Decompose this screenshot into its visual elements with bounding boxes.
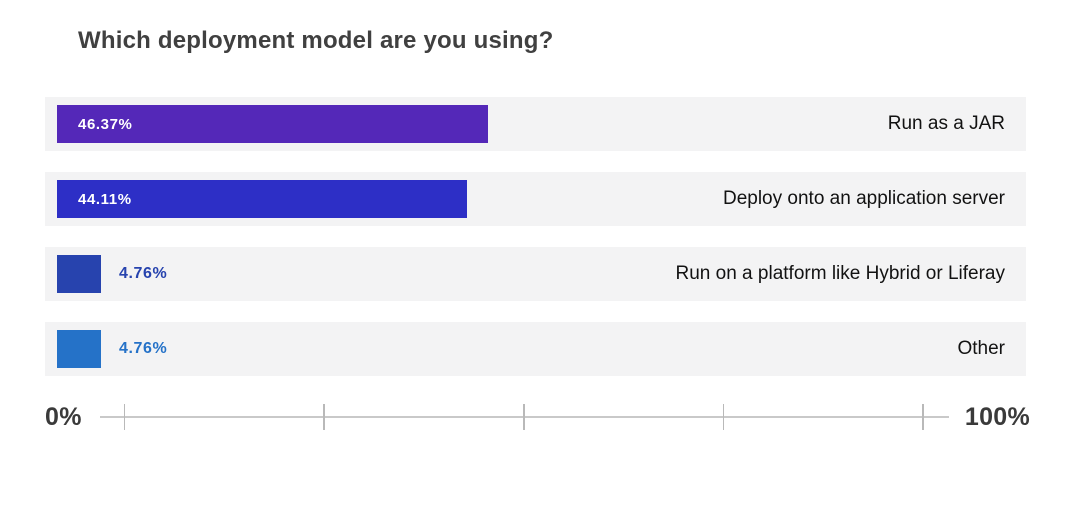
bar: 44.11% [57, 180, 467, 218]
value-label: 44.11% [78, 190, 132, 208]
bar-chart: 46.37% Run as a JAR 44.11% Deploy onto an a… [45, 97, 1026, 397]
axis-tick [922, 404, 924, 430]
bar [57, 330, 101, 368]
chart-row: 4.76% Other [45, 322, 1026, 376]
axis-tick [123, 404, 126, 430]
axis-tick [523, 404, 525, 430]
value-label: 4.76% [119, 340, 168, 357]
category-label: Other [957, 338, 1005, 359]
chart-row: 4.76% Run on a platform like Hybrid or Li… [45, 247, 1026, 301]
axis-tick [323, 404, 325, 430]
axis-max-label: 100% [964, 402, 1030, 431]
axis-line [99, 403, 949, 431]
category-label: Run as a JAR [887, 113, 1005, 134]
bar [57, 255, 101, 293]
value-label: 4.76% [119, 265, 168, 282]
axis-min-label: 0% [45, 402, 82, 431]
value-label: 46.37% [78, 115, 133, 133]
chart-row: 44.11% Deploy onto an application server [45, 172, 1026, 226]
axis-ticks [123, 404, 924, 430]
axis-tick [722, 404, 725, 430]
chart-row: 46.37% Run as a JAR [45, 97, 1026, 151]
category-label: Deploy onto an application server [722, 188, 1005, 209]
bar: 46.37% [57, 105, 488, 143]
chart-title: Which deployment model are you using? [78, 27, 554, 54]
x-axis: 0% 100% [45, 395, 1030, 439]
category-label: Run on a platform like Hybrid or Liferay [675, 263, 1005, 284]
